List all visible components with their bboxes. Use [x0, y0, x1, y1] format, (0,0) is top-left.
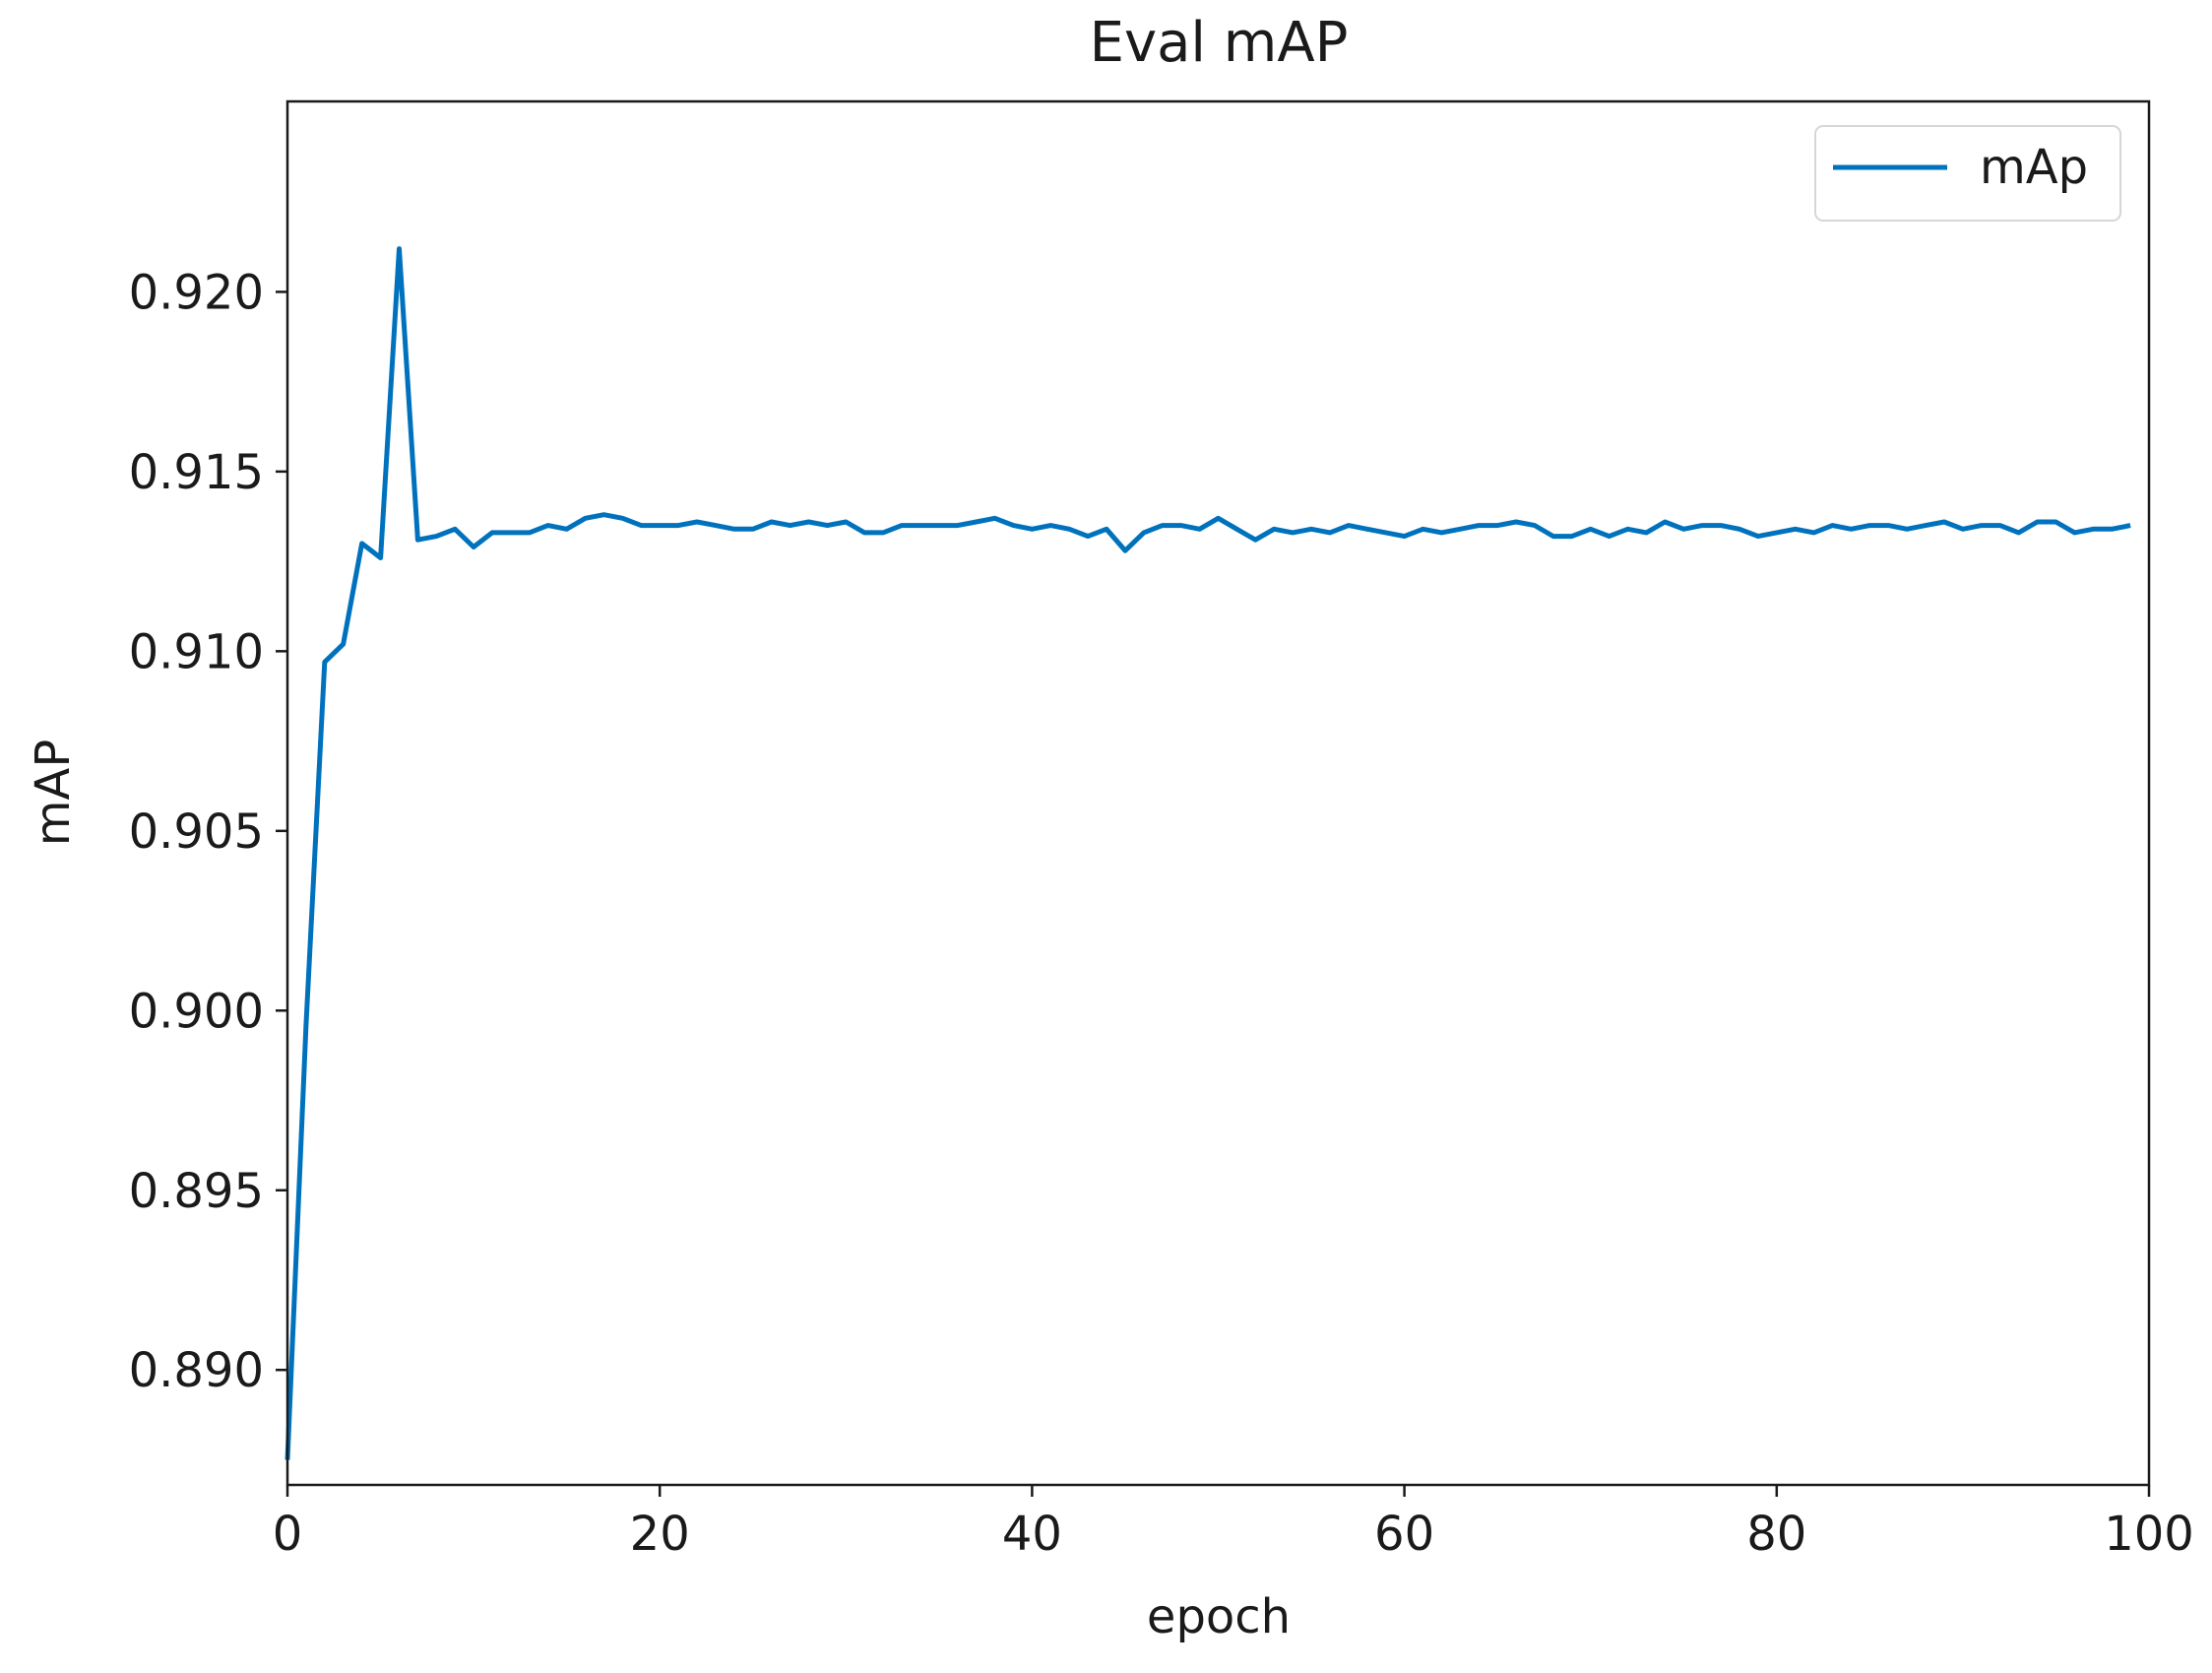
y-tick-label: 0.895	[129, 1164, 264, 1219]
x-axis: 0 20 40 60 80 100	[273, 1485, 2194, 1562]
x-tick-label: 0	[273, 1507, 303, 1562]
y-axis: 0.890 0.895 0.900 0.905 0.910 0.915 0.920	[129, 265, 287, 1398]
series-line-mAp	[284, 246, 2131, 1460]
legend-box	[1814, 125, 2121, 222]
plot-frame	[285, 99, 2151, 1487]
x-axis-label: epoch	[1147, 1589, 1291, 1644]
y-tick-label: 0.915	[129, 445, 264, 500]
y-axis-label: mAP	[26, 740, 81, 847]
legend: mAp	[1814, 125, 2121, 222]
plot-area	[284, 99, 2151, 1487]
y-tick-label: 0.890	[129, 1343, 264, 1398]
y-tick-label: 0.910	[129, 624, 264, 679]
y-tick-label: 0.905	[129, 804, 264, 860]
series-layer	[284, 246, 2131, 1460]
legend-label-mAp: mAp	[1980, 140, 2088, 195]
x-tick-label: 100	[2104, 1507, 2194, 1562]
y-tick-label: 0.920	[129, 265, 264, 320]
x-tick-label: 20	[630, 1507, 690, 1562]
x-tick-label: 40	[1002, 1507, 1062, 1562]
x-tick-label: 60	[1374, 1507, 1434, 1562]
y-tick-label: 0.900	[129, 984, 264, 1039]
x-tick-label: 80	[1746, 1507, 1806, 1562]
chart-title: Eval mAP	[1090, 11, 1349, 75]
